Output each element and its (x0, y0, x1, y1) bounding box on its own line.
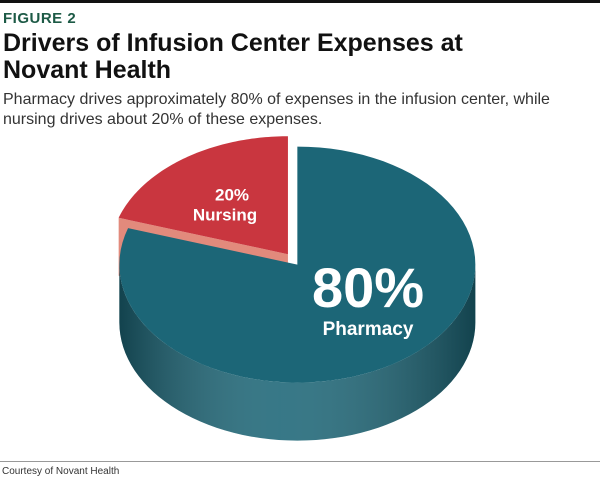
slice-top (119, 146, 476, 383)
slice-shade (119, 264, 476, 441)
chart-title: Drivers of Infusion Center Expenses at N… (3, 29, 463, 84)
bottom-rule (0, 461, 600, 462)
chart-subtitle: Pharmacy drives approximately 80% of exp… (3, 91, 550, 128)
value-label: 20% (215, 185, 249, 204)
top-rule (0, 0, 600, 3)
value-label: 80% (312, 256, 424, 319)
figure-label: FIGURE 2 (3, 10, 77, 27)
category-label: Pharmacy (323, 319, 414, 340)
pie-slice (119, 146, 476, 441)
slice-top (118, 136, 288, 255)
source-note: Courtesy of Novant Health (2, 466, 120, 477)
category-label: Nursing (193, 205, 257, 224)
